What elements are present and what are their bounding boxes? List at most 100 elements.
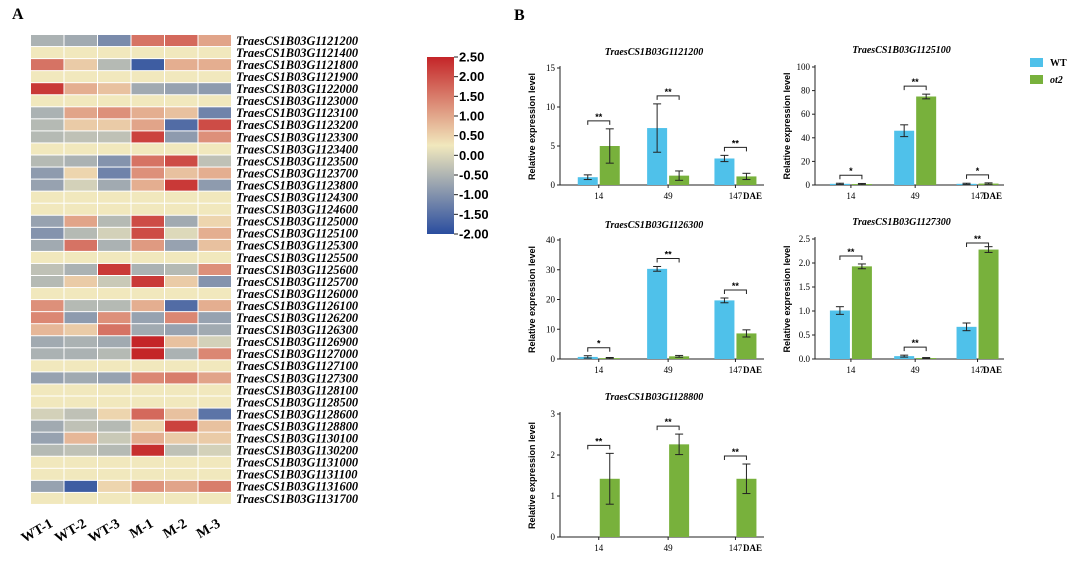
heatmap-cell <box>198 432 231 444</box>
significance-marker: ** <box>974 234 982 244</box>
heatmap-cell <box>165 263 198 275</box>
heatmap-cell <box>131 59 164 71</box>
heatmap-cell <box>98 456 131 468</box>
heatmap-cell <box>31 155 64 167</box>
heatmap-cell <box>31 263 64 275</box>
heatmap-cell <box>64 312 97 324</box>
heatmap-cells <box>31 35 231 504</box>
x-tick-label: 147 <box>729 543 743 553</box>
y-tick-label: 20 <box>801 156 811 166</box>
heatmap-cell <box>198 107 231 119</box>
heatmap-cell <box>64 432 97 444</box>
chart-title: TraesCS1B03G1127300 <box>852 217 951 228</box>
heatmap-cell <box>31 300 64 312</box>
heatmap-cell <box>165 47 198 59</box>
heatmap-row-label: TraesCS1B03G1126100 <box>236 299 358 313</box>
heatmap-row-label: TraesCS1B03G1125500 <box>236 251 358 265</box>
heatmap-row-label: TraesCS1B03G1123500 <box>236 154 358 168</box>
significance-bracket <box>587 444 611 450</box>
y-tick-label: 30 <box>546 265 556 275</box>
heatmap-cell <box>98 59 131 71</box>
x-tick-label: 147 <box>729 191 743 201</box>
heatmap-cell <box>165 336 198 348</box>
y-tick-label: 80 <box>801 86 811 96</box>
heatmap-cell <box>131 263 164 275</box>
heatmap-cell <box>165 456 198 468</box>
heatmap-row-label: TraesCS1B03G1126300 <box>236 323 358 337</box>
heatmap-cell <box>131 131 164 143</box>
heatmap-row-label: TraesCS1B03G1122000 <box>236 82 358 96</box>
heatmap-cell <box>98 131 131 143</box>
heatmap-row-label: TraesCS1B03G1125300 <box>236 239 358 253</box>
heatmap-cell <box>64 348 97 360</box>
chart-title: TraesCS1B03G1125100 <box>852 45 951 56</box>
colorbar-tick-label: 2.00 <box>459 69 484 84</box>
heatmap-cell <box>131 83 164 95</box>
bar-wt <box>956 326 977 359</box>
heatmap-cell <box>131 348 164 360</box>
heatmap-cell <box>165 179 198 191</box>
heatmap-cell <box>31 432 64 444</box>
heatmap-cell <box>64 35 97 47</box>
heatmap-cell <box>98 263 131 275</box>
heatmap-cell <box>31 324 64 336</box>
significance-bracket <box>587 120 611 125</box>
heatmap-cell <box>98 215 131 227</box>
heatmap-cell <box>165 348 198 360</box>
bar-chart-3: TraesCS1B03G1126300 Relative expression l… <box>527 220 764 375</box>
heatmap-cell <box>198 167 231 179</box>
significance-bracket <box>656 95 680 100</box>
heatmap-cell <box>165 324 198 336</box>
legend: WT ot2 <box>1030 58 1067 86</box>
heatmap-cell <box>165 59 198 71</box>
heatmap-cell <box>131 119 164 131</box>
heatmap-cell <box>31 480 64 492</box>
heatmap-cell <box>165 492 198 504</box>
bar-ot2 <box>736 333 757 359</box>
heatmap-cell <box>31 239 64 251</box>
heatmap-cell <box>98 384 131 396</box>
significance-marker: * <box>976 166 980 176</box>
y-tick-label: 5 <box>551 141 556 151</box>
colorbar: 2.50 2.00 1.50 1.00 0.50 0.00 -0.50 -1.00 -1.50 -… <box>427 50 489 242</box>
heatmap-row-label: TraesCS1B03G1125000 <box>236 215 358 229</box>
heatmap-cell <box>64 203 97 215</box>
heatmap-cell <box>64 167 97 179</box>
y-tick-label: 3 <box>551 409 556 419</box>
heatmap-cell <box>165 107 198 119</box>
x-unit-label: DAE <box>983 365 1002 375</box>
heatmap-cell <box>98 191 131 203</box>
bar-chart-2: TraesCS1B03G1125100 Relative expression l… <box>782 45 1004 201</box>
x-tick-label: 14 <box>846 365 856 375</box>
heatmap-column-labels: WT-1WT-2WT-3 M-1 M-2 M-3 <box>19 516 223 546</box>
x-tick-label: 49 <box>664 365 674 375</box>
heatmap-row-label: TraesCS1B03G1126900 <box>236 335 358 349</box>
heatmap-cell <box>131 372 164 384</box>
heatmap-cell <box>198 71 231 83</box>
heatmap-cell <box>98 492 131 504</box>
x-tick-label: 147 <box>971 191 985 201</box>
heatmap-cell <box>198 360 231 372</box>
heatmap-cell <box>131 107 164 119</box>
y-tick-label: 40 <box>801 133 811 143</box>
heatmap-cell <box>98 47 131 59</box>
heatmap-cell <box>98 276 131 288</box>
heatmap-cell <box>31 348 64 360</box>
colorbar-ticks: 2.50 2.00 1.50 1.00 0.50 0.00 -0.50 -1.00 -1.50 -… <box>454 50 489 242</box>
significance-marker: ** <box>912 338 920 348</box>
x-tick-label: 49 <box>664 191 674 201</box>
bar-ot2 <box>599 146 620 185</box>
heatmap-row-label: TraesCS1B03G1124600 <box>236 203 358 217</box>
heatmap-cell <box>131 396 164 408</box>
heatmap-cell <box>165 155 198 167</box>
heatmap-cell <box>198 203 231 215</box>
heatmap-cell <box>98 432 131 444</box>
bar-chart-4: TraesCS1B03G1127300 Relative expression l… <box>782 217 1004 375</box>
heatmap-column-label: M-3 <box>194 516 223 541</box>
bar-wt <box>894 130 915 185</box>
significance-bracket <box>839 174 863 180</box>
colorbar-tick-label: -0.50 <box>459 168 489 183</box>
heatmap-cell <box>64 336 97 348</box>
heatmap-cell <box>64 107 97 119</box>
heatmap-row-label: TraesCS1B03G1130200 <box>236 444 358 458</box>
